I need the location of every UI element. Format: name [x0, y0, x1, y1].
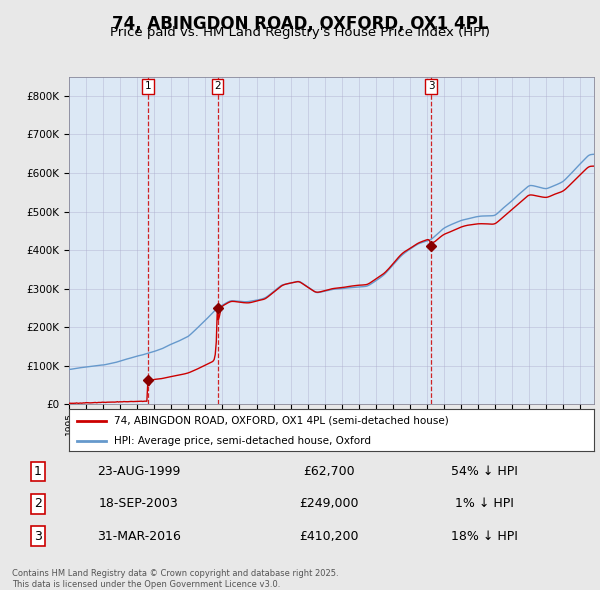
Text: 18-SEP-2003: 18-SEP-2003 [99, 497, 179, 510]
Text: 18% ↓ HPI: 18% ↓ HPI [451, 530, 518, 543]
Text: 1: 1 [145, 81, 152, 91]
Text: 1% ↓ HPI: 1% ↓ HPI [455, 497, 514, 510]
Text: HPI: Average price, semi-detached house, Oxford: HPI: Average price, semi-detached house,… [113, 436, 371, 445]
Text: 3: 3 [34, 530, 42, 543]
Text: 54% ↓ HPI: 54% ↓ HPI [451, 466, 518, 478]
Text: £249,000: £249,000 [299, 497, 359, 510]
Text: 2: 2 [34, 497, 42, 510]
Text: Price paid vs. HM Land Registry's House Price Index (HPI): Price paid vs. HM Land Registry's House … [110, 26, 490, 39]
Text: £410,200: £410,200 [299, 530, 359, 543]
Text: £62,700: £62,700 [303, 466, 355, 478]
Text: 74, ABINGDON ROAD, OXFORD, OX1 4PL: 74, ABINGDON ROAD, OXFORD, OX1 4PL [112, 15, 488, 33]
Text: 31-MAR-2016: 31-MAR-2016 [97, 530, 181, 543]
Text: 1: 1 [34, 466, 42, 478]
Text: 23-AUG-1999: 23-AUG-1999 [97, 466, 181, 478]
Text: 74, ABINGDON ROAD, OXFORD, OX1 4PL (semi-detached house): 74, ABINGDON ROAD, OXFORD, OX1 4PL (semi… [113, 416, 448, 426]
Text: Contains HM Land Registry data © Crown copyright and database right 2025.
This d: Contains HM Land Registry data © Crown c… [12, 569, 338, 589]
Text: 2: 2 [214, 81, 221, 91]
Text: 3: 3 [428, 81, 434, 91]
